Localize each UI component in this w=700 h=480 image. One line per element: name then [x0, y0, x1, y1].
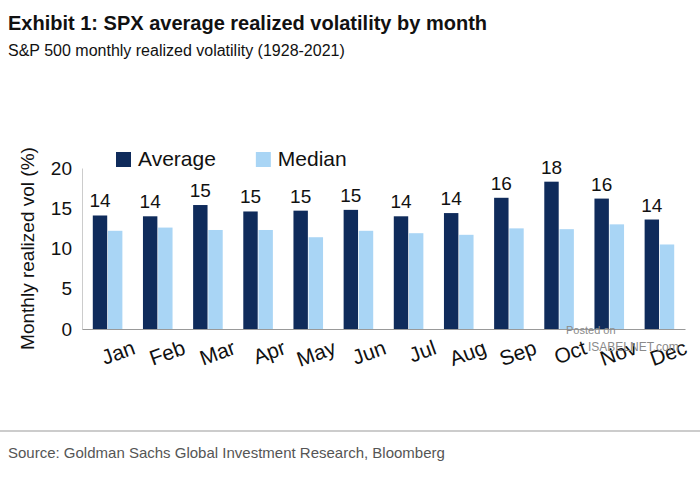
data-label: 16 [491, 173, 512, 194]
bar [243, 211, 257, 329]
bar [660, 244, 674, 329]
x-tick: Oct [551, 336, 590, 369]
bar [309, 237, 323, 329]
y-tick-label: 15 [51, 198, 72, 219]
bar [344, 210, 358, 329]
data-label: 14 [89, 190, 111, 211]
legend-item: Average [116, 147, 216, 170]
bar [108, 231, 122, 329]
chart: Exhibit 1: SPX average realized volatili… [0, 0, 700, 480]
bar [444, 213, 458, 329]
x-tick-label: Jul [406, 336, 439, 367]
annotation: Posted on [566, 324, 616, 336]
x-tick-label: Aug [446, 336, 489, 370]
bar [258, 230, 272, 329]
bar [193, 205, 207, 329]
y-axis-title: Monthly realized vol (%) [17, 147, 38, 350]
x-tick: Apr [250, 336, 289, 369]
annotation: ISABELNET.com [588, 340, 679, 354]
y-tick-label: 10 [51, 238, 72, 259]
x-tick-label: Apr [250, 336, 289, 369]
bar [409, 233, 423, 329]
y-tick: 10 [51, 238, 82, 259]
data-label: 14 [390, 191, 412, 212]
source: Source: Goldman Sachs Global Investment … [8, 444, 445, 461]
legend: Average Median [116, 147, 347, 170]
x-tick: Feb [146, 336, 188, 370]
bar [594, 199, 608, 329]
bar [93, 215, 107, 329]
x-tick: Sep [496, 336, 539, 370]
x-tick-label: Sep [496, 336, 539, 370]
legend-label: Average [138, 147, 216, 170]
data-label: 15 [290, 186, 311, 207]
x-tick-label: Mar [196, 336, 238, 370]
y-tick: 5 [61, 278, 82, 299]
bar [394, 216, 408, 329]
bars [93, 182, 674, 329]
legend-swatch [256, 152, 271, 167]
data-label: 14 [641, 195, 663, 216]
bar [208, 230, 222, 329]
y-axis: 0 5 10 15 20 [51, 158, 83, 340]
y-axis-line [82, 169, 83, 330]
y-tick: 0 [61, 319, 82, 340]
bar [494, 198, 508, 329]
legend-item: Median [256, 147, 347, 170]
data-label: 15 [240, 186, 261, 207]
y-tick-label: 5 [61, 278, 72, 299]
separator [0, 431, 700, 432]
data-label: 14 [140, 191, 162, 212]
bar [509, 228, 523, 329]
subtitle: S&P 500 monthly realized volatility (192… [8, 42, 345, 59]
bar [645, 220, 659, 329]
x-tick-label: Oct [551, 336, 590, 369]
legend-label: Median [278, 147, 347, 170]
x-tick-label: Feb [146, 336, 188, 370]
legend-swatch [116, 152, 131, 167]
title: Exhibit 1: SPX average realized volatili… [8, 12, 487, 34]
bar [544, 182, 558, 329]
bar [459, 235, 473, 329]
x-tick: Jun [349, 336, 389, 369]
y-tick-label: 0 [61, 319, 72, 340]
x-tick-label: Jan [98, 336, 138, 369]
data-label: 14 [441, 188, 463, 209]
bar [359, 231, 373, 329]
x-tick: May [293, 335, 339, 370]
data-label: 15 [190, 180, 211, 201]
bar [158, 228, 172, 329]
x-tick: Jan [98, 336, 138, 369]
bar [559, 229, 573, 329]
x-tick: Jul [406, 336, 439, 367]
x-tick: Aug [446, 336, 489, 370]
data-label: 16 [591, 174, 612, 195]
x-tick: Mar [196, 336, 238, 370]
data-label: 18 [541, 157, 562, 178]
x-tick-label: May [293, 335, 339, 370]
data-label: 15 [340, 185, 361, 206]
bar [143, 216, 157, 329]
y-tick-label: 20 [51, 158, 72, 179]
y-tick: 15 [51, 198, 82, 219]
x-tick-label: Jun [349, 336, 389, 369]
bar [610, 224, 624, 329]
bar [293, 211, 307, 329]
y-tick: 20 [51, 158, 82, 179]
